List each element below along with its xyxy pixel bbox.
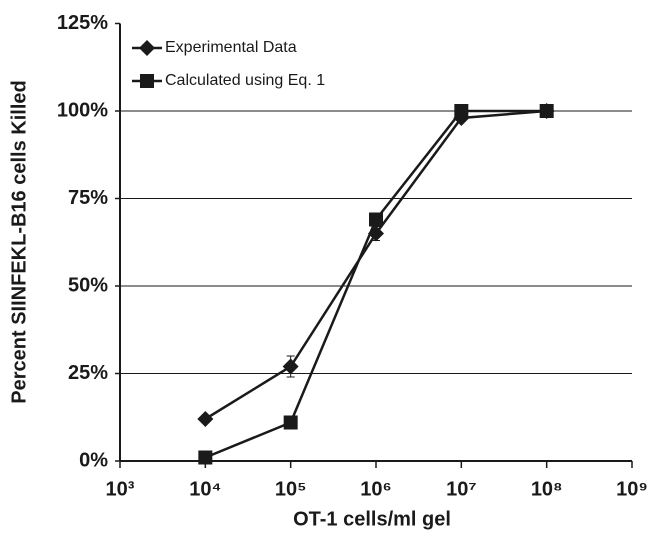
legend-marker bbox=[139, 40, 155, 56]
data-point bbox=[282, 358, 299, 375]
data-point bbox=[283, 415, 298, 430]
x-tick-label: 10⁸ bbox=[531, 478, 563, 500]
legend-label: Experimental Data bbox=[165, 39, 297, 56]
x-tick-label: 10⁵ bbox=[275, 478, 307, 500]
data-point bbox=[369, 212, 383, 227]
x-axis-title: OT-1 cells/ml gel bbox=[293, 508, 451, 530]
series-line bbox=[204, 109, 547, 421]
y-axis-title: Percent SIINFEKL-B16 cells Killed bbox=[8, 80, 30, 403]
legend-label: Calculated using Eq. 1 bbox=[165, 72, 325, 89]
data-point bbox=[198, 450, 213, 465]
y-tick-label: 25% bbox=[68, 362, 108, 384]
y-tick-label: 125% bbox=[57, 12, 108, 34]
data-point bbox=[454, 104, 469, 118]
series-line bbox=[204, 109, 547, 459]
x-tick-label: 10⁹ bbox=[616, 478, 648, 500]
y-tick-label: 75% bbox=[68, 187, 108, 209]
y-tick-label: 100% bbox=[57, 99, 108, 121]
x-tick-label: 10⁷ bbox=[446, 478, 477, 500]
x-tick-label: 10⁶ bbox=[360, 478, 391, 500]
x-tick-label: 10⁴ bbox=[189, 478, 221, 500]
x-tick-label: 10³ bbox=[106, 478, 135, 500]
data-point bbox=[197, 411, 214, 427]
y-tick-label: 0% bbox=[79, 449, 108, 471]
legend-marker bbox=[140, 74, 154, 88]
data-point bbox=[539, 104, 554, 118]
y-tick-label: 50% bbox=[68, 274, 108, 296]
